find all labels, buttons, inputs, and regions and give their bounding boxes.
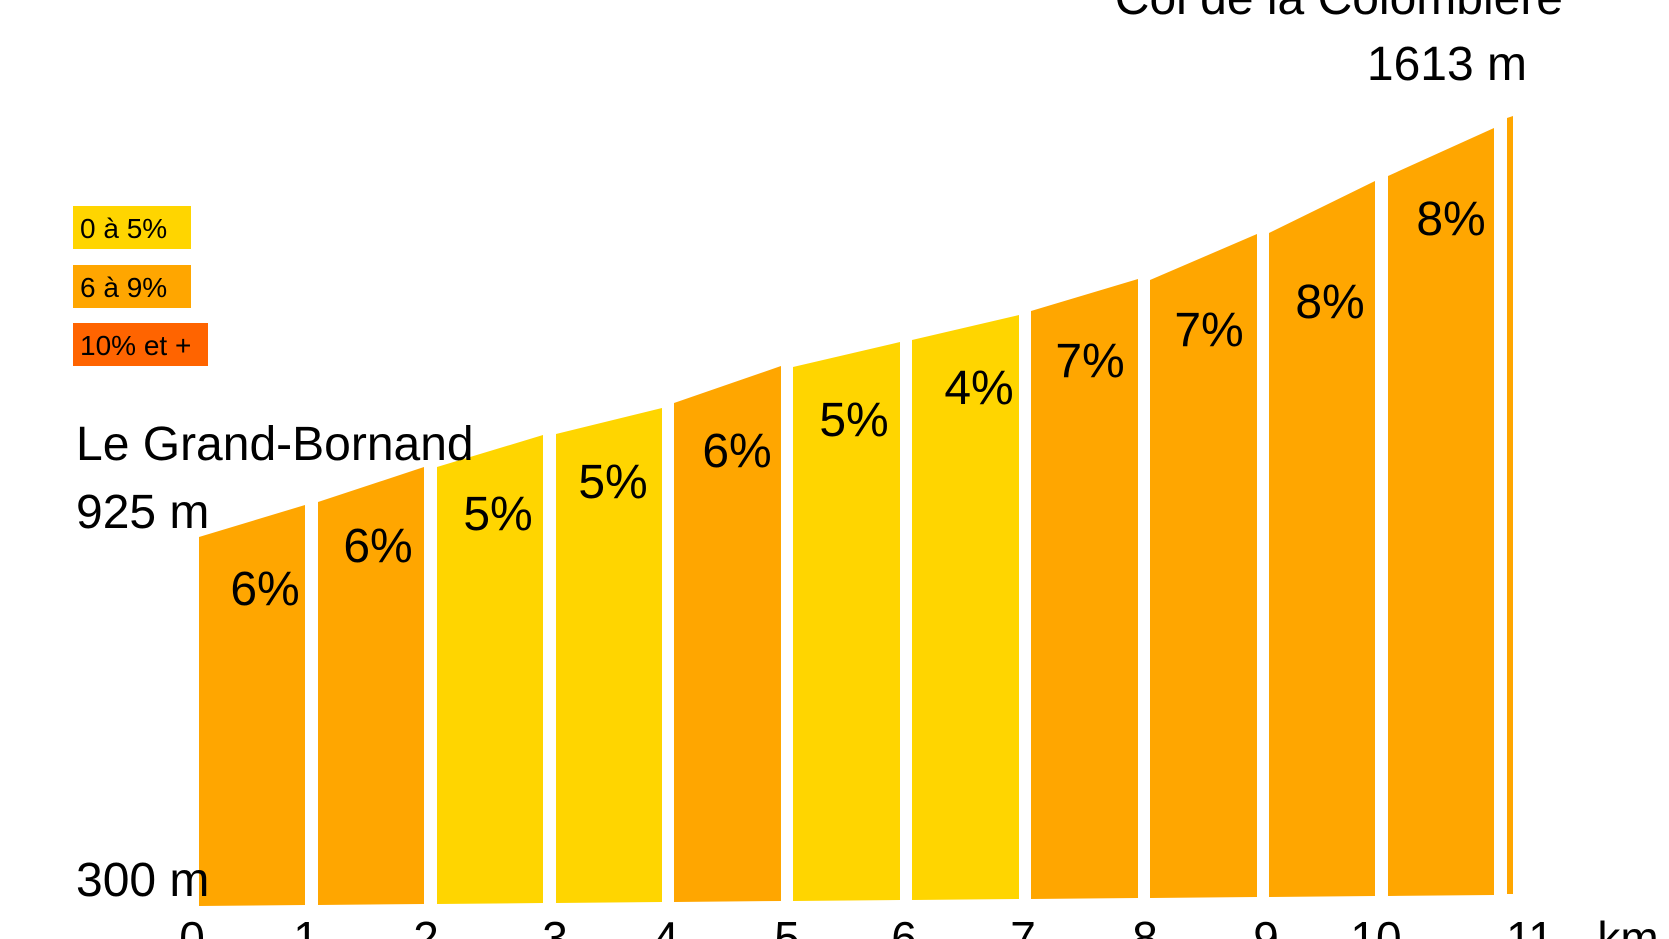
profile-segment xyxy=(1031,279,1138,899)
summit-name: Col de la Colombière xyxy=(1115,0,1563,25)
profile-segment xyxy=(1150,234,1257,898)
profile-segment xyxy=(318,467,424,905)
profile-segment xyxy=(912,315,1019,900)
gradient-label: 5% xyxy=(578,456,647,509)
start-name: Le Grand-Bornand xyxy=(76,418,474,471)
x-axis-unit: km xyxy=(1597,912,1658,939)
profile-segment xyxy=(793,342,900,901)
profile-segment xyxy=(1388,128,1494,896)
legend-label: 10% et + xyxy=(80,330,191,361)
x-tick-label: 8 xyxy=(1132,912,1158,939)
x-tick-label: 4 xyxy=(653,912,679,939)
gradient-label: 7% xyxy=(1174,304,1243,357)
legend-label: 6 à 9% xyxy=(80,272,167,303)
legend-swatch xyxy=(73,265,191,308)
profile-segment xyxy=(674,366,781,902)
profile-segment xyxy=(556,408,662,903)
gradient-label: 4% xyxy=(944,362,1013,415)
start-altitude: 925 m xyxy=(76,486,209,539)
legend-swatch xyxy=(73,206,191,249)
legend: 0 à 5% 6 à 9% 10% et + xyxy=(73,206,208,366)
gradient-labels: 6% 6% 5% 5% 6% 5% 4% 7% 7% 8% 8% xyxy=(230,193,1485,616)
profile-segment xyxy=(437,435,543,904)
profile-segment xyxy=(199,505,305,906)
gradient-label: 6% xyxy=(343,520,412,573)
x-tick-label: 7 xyxy=(1010,912,1036,939)
gradient-label: 5% xyxy=(463,488,532,541)
x-tick-label: 1 xyxy=(293,912,319,939)
gradient-label: 6% xyxy=(702,425,771,478)
x-axis-ticks: 0 1 2 3 4 5 6 7 8 9 10 11 km xyxy=(179,912,1658,939)
base-altitude-label: 300 m xyxy=(76,854,209,907)
legend-label: 0 à 5% xyxy=(80,213,167,244)
x-tick-label: 9 xyxy=(1253,912,1279,939)
profile-segments xyxy=(199,116,1513,906)
gradient-label: 5% xyxy=(819,394,888,447)
x-tick-label: 0 xyxy=(179,912,205,939)
x-tick-label: 11 xyxy=(1506,912,1554,939)
profile-segment xyxy=(1269,181,1375,897)
gradient-label: 8% xyxy=(1295,276,1364,329)
gradient-label: 6% xyxy=(230,563,299,616)
x-tick-label: 2 xyxy=(413,912,439,939)
x-tick-label: 6 xyxy=(891,912,917,939)
x-tick-label: 10 xyxy=(1350,912,1401,939)
legend-swatch xyxy=(73,323,208,366)
x-tick-label: 3 xyxy=(542,912,568,939)
gradient-label: 8% xyxy=(1416,193,1485,246)
profile-segment xyxy=(1507,116,1513,894)
x-tick-label: 5 xyxy=(774,912,800,939)
gradient-label: 7% xyxy=(1055,335,1124,388)
summit-altitude: 1613 m xyxy=(1367,38,1527,91)
